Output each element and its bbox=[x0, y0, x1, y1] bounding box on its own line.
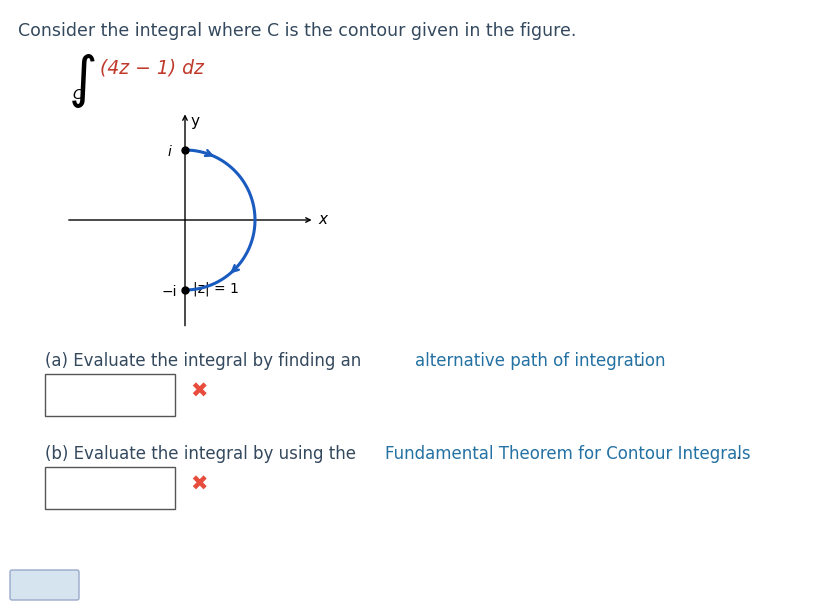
Text: ✖: ✖ bbox=[190, 475, 207, 495]
Text: |z| = 1: |z| = 1 bbox=[193, 282, 239, 296]
FancyBboxPatch shape bbox=[45, 374, 175, 416]
Text: ✖: ✖ bbox=[190, 382, 207, 402]
Text: i: i bbox=[167, 145, 171, 159]
Text: C: C bbox=[72, 88, 82, 102]
Text: (a) Evaluate the integral by finding an: (a) Evaluate the integral by finding an bbox=[45, 352, 366, 370]
FancyBboxPatch shape bbox=[10, 570, 79, 600]
Text: eBook: eBook bbox=[22, 578, 67, 593]
Text: .: . bbox=[734, 445, 739, 463]
Text: alternative path of integration: alternative path of integration bbox=[415, 352, 665, 370]
Text: Consider the integral where C is the contour given in the figure.: Consider the integral where C is the con… bbox=[18, 22, 576, 40]
Text: Fundamental Theorem for Contour Integrals: Fundamental Theorem for Contour Integral… bbox=[385, 445, 750, 463]
Text: x: x bbox=[318, 212, 327, 228]
Text: .: . bbox=[636, 352, 641, 370]
Text: 0: 0 bbox=[60, 475, 70, 493]
Text: (b) Evaluate the integral by using the: (b) Evaluate the integral by using the bbox=[45, 445, 361, 463]
Text: $\int$: $\int$ bbox=[68, 52, 95, 110]
Text: y: y bbox=[191, 114, 199, 128]
Text: −i: −i bbox=[161, 285, 176, 299]
Text: (4z − 1) dz: (4z − 1) dz bbox=[99, 58, 204, 77]
FancyBboxPatch shape bbox=[45, 467, 175, 509]
Text: 0: 0 bbox=[60, 382, 70, 400]
